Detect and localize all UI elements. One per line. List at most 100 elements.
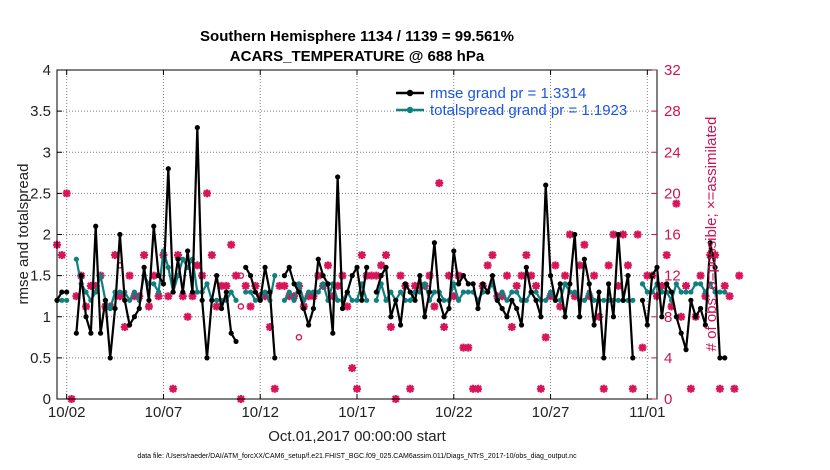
totalspread-point — [639, 281, 646, 287]
obs-assimilated-point — [72, 292, 81, 301]
totalspread-point — [630, 297, 636, 303]
y-tick-label: 4 — [43, 62, 51, 79]
obs-assimilated-point — [323, 261, 332, 270]
rmse-line — [283, 175, 368, 335]
rmse-point — [722, 355, 728, 361]
rmse-point — [141, 264, 147, 270]
obs-assimilated-point — [377, 261, 386, 270]
totalspread-point — [194, 289, 200, 295]
obs-assimilated-point — [459, 343, 468, 352]
rmse-point — [547, 273, 554, 279]
y-tick-label: 0 — [43, 391, 51, 408]
obs-assimilated-point — [193, 261, 202, 270]
rmse-point — [509, 297, 515, 303]
x-tick-label: 10/27 — [532, 404, 570, 421]
rmse-point — [267, 289, 273, 295]
rmse-point — [576, 314, 583, 320]
obs-assimilated-point — [115, 292, 124, 301]
obs-assimilated-point — [614, 281, 623, 290]
rmse-point — [533, 297, 539, 303]
obs-assimilated-point — [178, 292, 187, 301]
obs-assimilated-point — [643, 271, 652, 280]
rmse-point — [659, 314, 665, 320]
totalspread-point — [354, 297, 360, 303]
obs-assimilated-point — [149, 271, 158, 280]
obs-assimilated-point — [357, 251, 366, 260]
x-tick-label: 10/17 — [338, 404, 376, 421]
obs-assimilated-point — [483, 261, 492, 270]
obs-assimilated-point — [217, 281, 226, 290]
x-tick-label: 10/02 — [48, 404, 86, 421]
totalspread-point — [451, 281, 457, 287]
totalspread-point — [281, 297, 288, 303]
rmse-point — [630, 355, 636, 361]
rmse-point — [310, 305, 317, 312]
rmse-point — [717, 355, 723, 361]
obs-assimilated-point — [304, 292, 313, 301]
y-right-tick-label: 4 — [664, 350, 672, 367]
rmse-point — [102, 297, 108, 303]
obs-assimilated-point — [285, 292, 294, 301]
rmse-point — [165, 166, 171, 172]
totalspread-point — [364, 297, 370, 303]
totalspread-point — [717, 289, 723, 295]
rmse-point — [625, 273, 631, 279]
rmse-point — [412, 297, 418, 303]
rmse-point — [194, 124, 200, 131]
rmse-point — [117, 231, 123, 238]
totalspread-point — [523, 297, 529, 303]
obs-assimilated-point — [265, 323, 274, 332]
rmse-point — [97, 330, 104, 336]
rmse-point — [122, 297, 128, 303]
totalspread-point — [107, 305, 113, 312]
totalspread-point — [397, 289, 404, 295]
rmse-point — [528, 289, 534, 295]
obs-assimilated-point — [444, 271, 453, 280]
obs-assimilated-point — [507, 323, 516, 332]
rmse-point — [673, 314, 679, 320]
obs-assimilated-point — [575, 261, 584, 270]
obs-assimilated-point — [140, 251, 149, 260]
rmse-point — [364, 264, 370, 270]
totalspread-point — [456, 297, 462, 303]
obs-assimilated-point — [498, 292, 507, 301]
rmse-point — [683, 347, 689, 353]
obs-assimilated-point — [570, 292, 579, 301]
rmse-point — [88, 330, 94, 336]
rmse-point — [688, 297, 694, 303]
rmse-point — [247, 273, 254, 279]
rmse-line — [375, 184, 634, 359]
obs-assimilated-point — [275, 281, 284, 290]
y-right-tick-label: 28 — [664, 103, 681, 120]
obs-assimilated-point — [464, 343, 473, 352]
obs-assimilated-point — [590, 271, 599, 280]
rmse-point — [422, 314, 428, 320]
rmse-point — [610, 314, 617, 320]
obs-assimilated-point — [62, 189, 71, 198]
rmse-point — [291, 281, 297, 287]
y-tick-label: 3.5 — [30, 103, 51, 120]
totalspread-point — [509, 289, 515, 295]
obs-assimilated-point — [715, 384, 724, 393]
obs-assimilated-point — [672, 199, 681, 208]
totalspread-point — [131, 289, 138, 295]
obs-assimilated-point — [580, 240, 589, 249]
rmse-point — [78, 273, 84, 279]
obs-assimilated-point — [488, 251, 497, 260]
obs-assimilated-point — [512, 281, 521, 290]
obs-assimilated-point — [662, 251, 671, 260]
totalspread-point — [243, 289, 249, 295]
rmse-point — [441, 314, 447, 320]
obs-assimilated-point — [241, 281, 250, 290]
obs-assimilated-point — [638, 343, 647, 352]
rmse-point — [199, 297, 205, 303]
rmse-point — [204, 355, 210, 361]
rmse-point — [160, 281, 167, 287]
obs-assimilated-point — [382, 251, 391, 260]
obs-assimilated-point — [599, 384, 608, 393]
totalspread-point — [722, 289, 728, 295]
totalspread-point — [252, 297, 258, 303]
obs-assimilated-point — [425, 271, 434, 280]
obs-assimilated-point — [551, 261, 560, 270]
rmse-point — [393, 297, 399, 303]
